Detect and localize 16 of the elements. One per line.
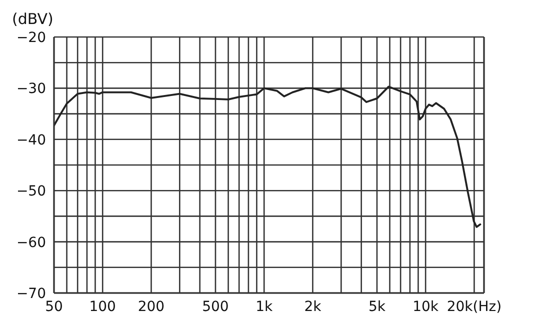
x-tick-label: 20k(Hz)	[446, 298, 502, 315]
y-tick-label: −40	[16, 132, 46, 148]
y-tick-label: −70	[16, 286, 46, 302]
y-tick-label: −20	[16, 30, 46, 46]
x-tick-label: 10k	[412, 298, 440, 315]
x-tick-label: 1k	[256, 298, 274, 315]
x-tick-label: 2k	[304, 298, 322, 315]
y-tick-label: −30	[16, 81, 46, 98]
x-tick-label: 200	[138, 298, 165, 315]
y-tick-label: −50	[16, 184, 46, 200]
x-tick-label: 100	[89, 298, 116, 315]
x-tick-label: 5k	[368, 298, 386, 315]
x-tick-label: 500	[202, 298, 229, 315]
y-tick-label: −60	[16, 234, 46, 251]
x-tick-label: 50	[45, 298, 63, 315]
y-axis-title: (dBV)	[12, 10, 54, 28]
